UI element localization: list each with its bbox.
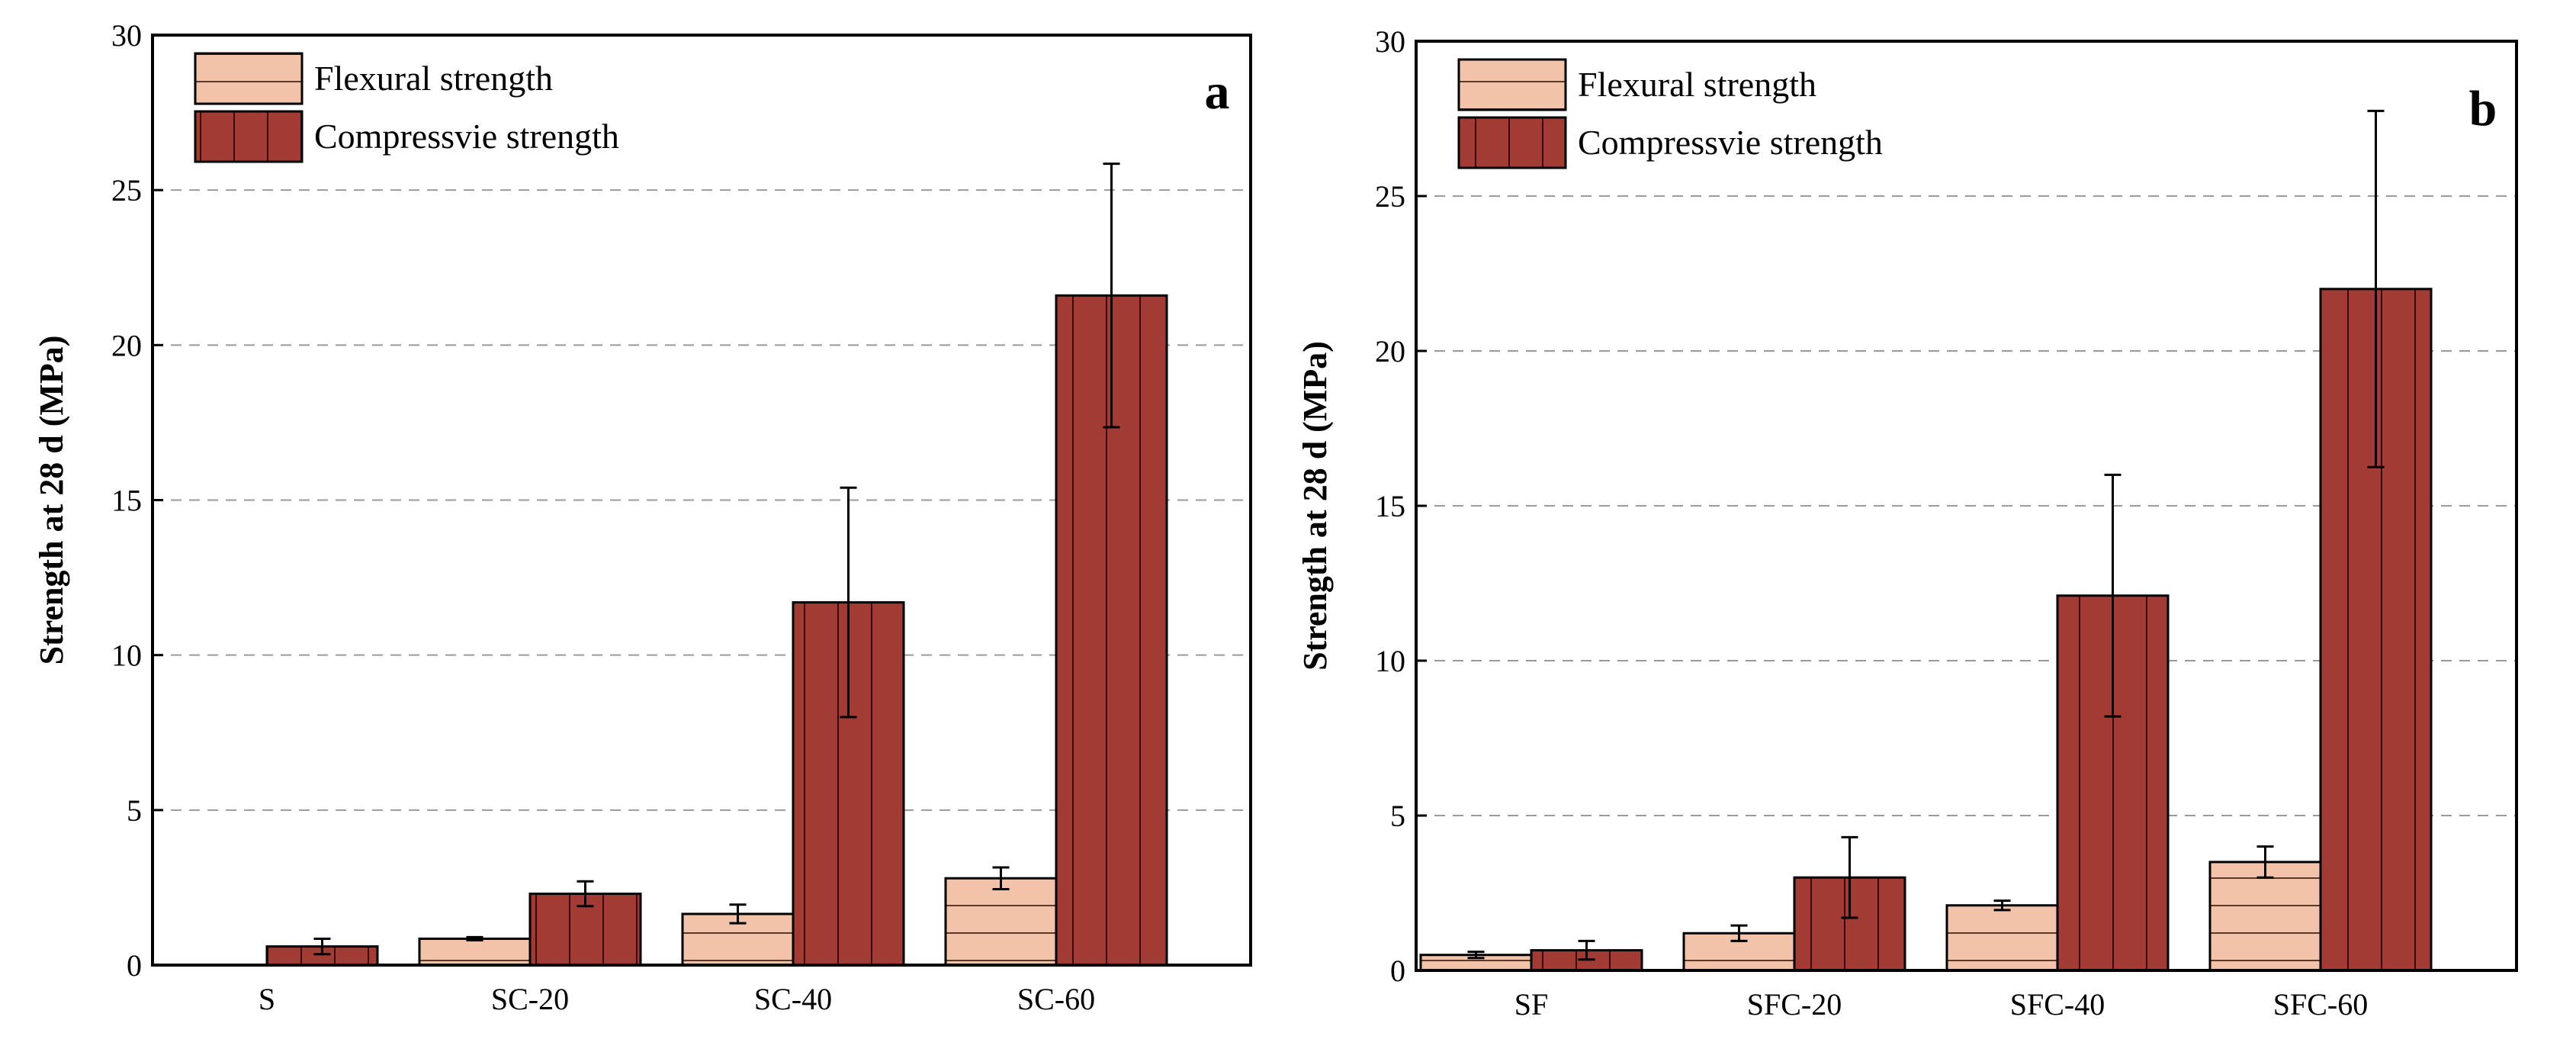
legend-swatch-compressive bbox=[194, 110, 304, 163]
y-tick-label: 0 bbox=[1390, 954, 1405, 988]
y-tick-label: 5 bbox=[127, 793, 142, 828]
y-tick-label: 25 bbox=[111, 173, 142, 208]
y-tick-label: 30 bbox=[1375, 24, 1405, 59]
x-tick-label: S bbox=[259, 982, 275, 1016]
flexural-bar bbox=[418, 937, 532, 967]
y-axis-ticks: 0 5 10 15 20 25 30 bbox=[111, 18, 163, 983]
y-tick-label: 15 bbox=[1375, 489, 1405, 523]
y-axis-label: Strength at 28 d (MPa) bbox=[33, 336, 70, 665]
y-tick-label: 5 bbox=[1390, 799, 1405, 833]
y-tick-label: 10 bbox=[111, 639, 142, 673]
error-bars bbox=[1467, 109, 2385, 961]
x-tick-label: SFC-20 bbox=[1747, 987, 1842, 1022]
legend: Flexural strength Compressvie strength bbox=[194, 52, 619, 163]
y-tick-label: 10 bbox=[1375, 644, 1405, 678]
legend-label-flexural: Flexural strength bbox=[314, 59, 553, 98]
x-tick-label: SC-60 bbox=[1017, 982, 1095, 1016]
error-bars bbox=[313, 162, 1120, 956]
chart-panel-b: 0 5 10 15 20 25 30 SF SFC-20 SFC-40 SFC-60 Streng… bbox=[1296, 24, 2518, 1022]
y-tick-label: 0 bbox=[127, 948, 142, 983]
x-tick-label: SFC-40 bbox=[2010, 987, 2105, 1022]
x-tick-label: SC-20 bbox=[491, 982, 569, 1016]
legend-label-compressive: Compressvie strength bbox=[314, 117, 619, 156]
bars bbox=[1419, 288, 2433, 972]
x-axis-ticks: SF SFC-20 SFC-40 SFC-60 bbox=[1514, 960, 2369, 1022]
y-axis-label: Strength at 28 d (MPa) bbox=[1296, 341, 1334, 671]
legend-swatch-flexural bbox=[194, 52, 304, 105]
y-tick-label: 15 bbox=[111, 484, 142, 518]
y-tick-label: 30 bbox=[111, 18, 142, 53]
flexural-bar bbox=[2208, 861, 2322, 972]
legend-label-compressive: Compressvie strength bbox=[1578, 123, 1883, 162]
x-tick-label: SF bbox=[1514, 987, 1549, 1022]
panel-label: b bbox=[2469, 81, 2497, 137]
y-tick-label: 20 bbox=[111, 328, 142, 362]
y-axis-ticks: 0 5 10 15 20 25 30 bbox=[1375, 24, 1427, 988]
legend: Flexural strength Compressvie strength bbox=[1457, 58, 1883, 169]
flexural-bar bbox=[944, 877, 1058, 967]
flexural-bar bbox=[1945, 904, 2059, 972]
panel-label: a bbox=[1205, 64, 1230, 120]
y-tick-label: 20 bbox=[1375, 334, 1405, 368]
bars bbox=[265, 294, 1168, 967]
y-tick-label: 25 bbox=[1375, 179, 1405, 214]
chart-panel-a: 0 5 10 15 20 25 30 S SC-20 SC-40 SC-60 Strength a… bbox=[33, 18, 1252, 1016]
x-tick-label: SFC-60 bbox=[2273, 987, 2369, 1022]
x-tick-label: SC-40 bbox=[754, 982, 832, 1016]
x-axis-ticks: S SC-20 SC-40 SC-60 bbox=[259, 954, 1095, 1016]
legend-swatch-compressive bbox=[1457, 116, 1567, 169]
legend-label-flexural: Flexural strength bbox=[1578, 65, 1816, 104]
legend-swatch-flexural bbox=[1457, 58, 1567, 111]
